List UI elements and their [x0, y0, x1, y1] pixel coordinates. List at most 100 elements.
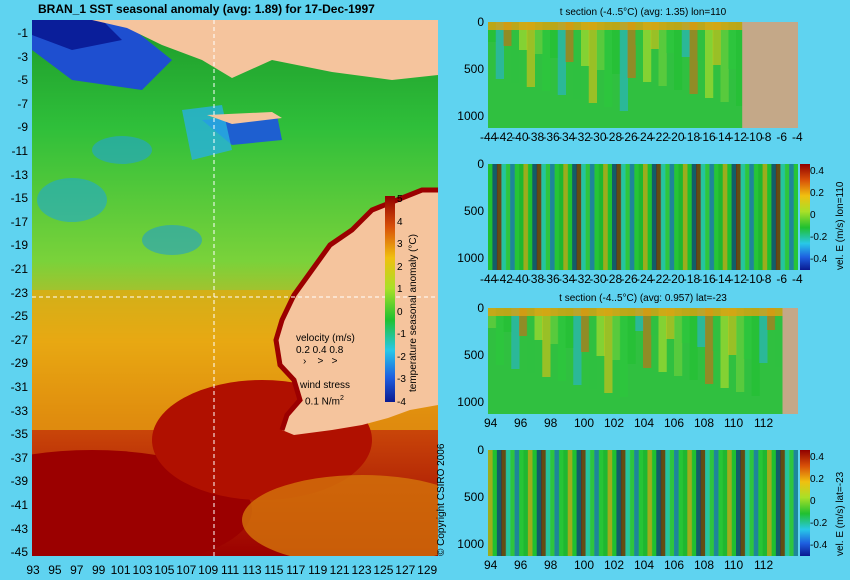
section-x-tick: -34 [558, 272, 576, 286]
map-x-tick: 95 [48, 563, 62, 577]
map-colorbar-tick: 0 [397, 306, 403, 318]
section-x-tick: -8 [760, 272, 772, 286]
velocity-colorbar-tick: 0.4 [810, 452, 824, 463]
section-x-tick: 112 [754, 558, 774, 572]
map-y-tick: -29 [10, 356, 28, 371]
map-y-tick: -45 [10, 545, 28, 560]
section-x-tick: -24 [636, 130, 654, 144]
map-x-tick: 123 [351, 563, 372, 577]
map-x-tick: 101 [110, 563, 131, 577]
map-x-tick: 125 [373, 563, 394, 577]
section-x-tick: -26 [620, 272, 638, 286]
section-x-tick: 102 [604, 558, 625, 572]
temperature-section-plot [488, 22, 798, 128]
map-y-tick: -43 [10, 521, 28, 536]
velocity-colorbar [800, 450, 810, 556]
map-x-tick: 113 [242, 563, 262, 577]
section-x-tick: 98 [544, 558, 558, 572]
map-x-tick: 121 [329, 563, 350, 577]
map-x-tick: 111 [220, 563, 240, 577]
section-x-tick: 106 [664, 416, 685, 430]
section-x-tick: -42 [495, 130, 513, 144]
map-x-tick: 107 [176, 563, 197, 577]
section-x-tick: 96 [514, 416, 528, 430]
section-x-tick: -16 [698, 272, 716, 286]
map-title: BRAN_1 SST seasonal anomaly (avg: 1.89) … [38, 2, 375, 16]
section-x-tick: 104 [634, 558, 655, 572]
section-x-tick: 108 [694, 416, 715, 430]
map-y-tick: -1 [17, 26, 28, 40]
section-x-tick: -40 [511, 272, 529, 286]
map-x-tick: 129 [417, 563, 438, 577]
section-y-tick: 0 [477, 15, 484, 29]
map-x-tick: 117 [286, 563, 306, 577]
map-y-tick: -17 [10, 214, 28, 229]
wind-label: wind stress [300, 380, 351, 391]
section-x-tick: -30 [589, 272, 607, 286]
section-x-tick: -38 [526, 272, 545, 286]
section-x-tick: 100 [574, 416, 595, 430]
section-x-tick: -14 [714, 272, 732, 286]
velocity-colorbar-tick: 0.2 [810, 474, 824, 485]
section-x-tick: -20 [667, 130, 685, 144]
map-x-tick: 109 [198, 563, 219, 577]
map-colorbar-tick: 3 [397, 239, 403, 250]
map-colorbar-label: temperature seasonal anomaly (°C) [408, 234, 419, 392]
velocity-section-plot [488, 450, 798, 556]
map-x-tick: 119 [308, 563, 328, 577]
section-x-tick: -10 [745, 130, 763, 144]
map-y-tick: -41 [10, 498, 28, 512]
section-y-tick: 500 [463, 348, 484, 362]
velocity-colorbar-tick: -0.4 [810, 254, 828, 265]
map-colorbar-tick: -4 [397, 396, 406, 408]
velocity-arrows: › > > [303, 356, 338, 367]
section-x-tick: 94 [484, 558, 498, 572]
section-y-tick: 500 [463, 204, 484, 218]
section-x-tick: -18 [682, 272, 701, 286]
velocity-scale: 0.2 0.4 0.8 [296, 345, 344, 356]
map-y-tick: -33 [10, 403, 28, 418]
section-x-tick: -28 [604, 130, 623, 144]
section-x-tick: -18 [682, 130, 701, 144]
map-y-tick: -3 [17, 49, 28, 64]
section-y-tick: 500 [463, 62, 484, 76]
velocity-colorbar-label: vel. E (m/s) lon=110 [835, 181, 846, 270]
section-x-tick: 108 [694, 558, 715, 572]
map-x-tick: 127 [395, 563, 416, 577]
velocity-colorbar-tick: 0 [810, 210, 816, 221]
velocity-colorbar-tick: -0.2 [810, 518, 828, 529]
velocity-colorbar-tick: 0.4 [810, 166, 824, 177]
map-colorbar-tick: -2 [397, 351, 406, 363]
velocity-colorbar-tick: 0.2 [810, 188, 824, 199]
map-y-tick: -35 [10, 427, 28, 442]
map-x-tick: 93 [26, 563, 40, 577]
section-x-tick: -42 [495, 272, 513, 286]
map-y-tick: -7 [17, 96, 28, 111]
section-x-tick: -24 [636, 272, 654, 286]
map-y-tick: -23 [10, 285, 28, 300]
section-x-tick: -28 [604, 272, 623, 286]
map-y-tick: -9 [17, 120, 28, 135]
velocity-title: velocity (m/s) [296, 333, 355, 344]
map-colorbar [385, 196, 395, 402]
velocity-section-plot [488, 164, 798, 270]
section-x-tick: -12 [729, 130, 747, 144]
section-x-tick: 98 [544, 416, 558, 430]
section-y-tick: 0 [477, 443, 484, 457]
section-y-tick: 1000 [457, 537, 484, 551]
map-y-tick: -39 [10, 474, 28, 489]
map-y-tick: -13 [10, 167, 28, 182]
section-y-tick: 0 [477, 301, 484, 315]
section-x-tick: -22 [651, 130, 669, 144]
velocity-colorbar-label: vel. E (m/s) lat=-23 [835, 471, 846, 556]
map-y-tick: -19 [10, 238, 28, 253]
section-x-tick: -10 [745, 272, 763, 286]
section-x-tick: 94 [484, 416, 498, 430]
section-x-tick: -32 [573, 130, 591, 144]
section-x-tick: -44 [480, 272, 498, 286]
section-x-tick: -36 [542, 272, 560, 286]
section-x-tick: -14 [714, 130, 732, 144]
map-y-tick: -37 [10, 450, 28, 465]
section-x-tick: -12 [729, 272, 747, 286]
section-x-tick: -8 [760, 130, 772, 144]
